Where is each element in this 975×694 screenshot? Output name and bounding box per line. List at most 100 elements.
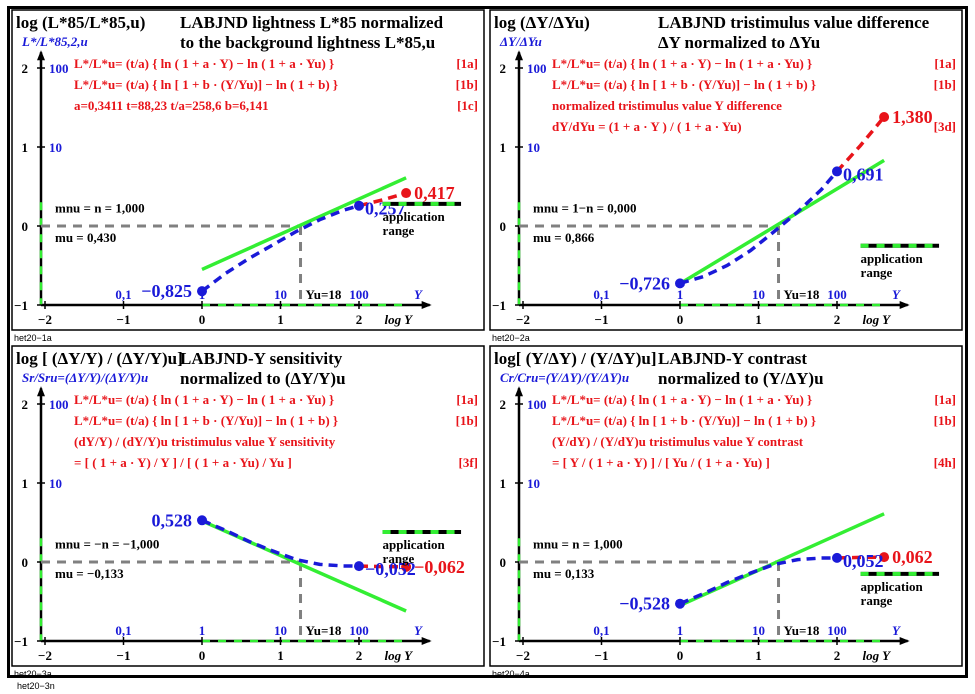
red-series-curve <box>358 191 407 208</box>
y-axis-arrow <box>515 50 523 61</box>
y-tick-label: 2 <box>500 61 507 76</box>
formula-text: L*/L*u= (t/a) { ln ( 1 + a · Y) − ln ( 1… <box>552 392 812 407</box>
y-tick-label: 0 <box>22 555 29 570</box>
panel-code: het20−2a <box>492 333 530 343</box>
x-y-symbol: Y <box>414 623 423 638</box>
x-tick-label: −1 <box>595 312 609 327</box>
y-label-main: log (ΔY/ΔYu) <box>494 13 590 32</box>
panel-title-line1: LABJND tristimulus value difference <box>658 13 930 32</box>
y-tick-label: −1 <box>14 634 28 649</box>
y-label-sub: Cr/Cru=(Y/ΔY)/(Y/ΔY)u <box>500 370 629 385</box>
x-log-tick-label: 10 <box>752 287 765 302</box>
end-point <box>879 111 890 122</box>
m-nu-label: mnu = n = 1,000 <box>533 537 623 552</box>
x-axis-label: log Y <box>862 312 891 327</box>
formula-ref: [1a] <box>456 392 478 407</box>
formula-ref: [3d] <box>934 119 956 134</box>
x-axis-arrow <box>899 301 910 309</box>
x-axis-arrow <box>899 637 910 645</box>
y-log-tick-label: 100 <box>49 61 69 76</box>
x-y-symbol: Y <box>414 287 423 302</box>
app-range-label: application <box>383 537 446 552</box>
blue-series-curve <box>679 170 839 286</box>
x-log-tick-label: 1 <box>199 623 206 638</box>
panel-title-line1: LABJND-Y contrast <box>658 349 807 368</box>
x-axis-label: log Y <box>862 648 891 663</box>
formula-text: L*/L*u= (t/a) { ln [ 1 + b · (Y/Yu)] − l… <box>552 77 816 92</box>
footer-code: het20−3n <box>17 681 55 691</box>
x-log-tick-label: 0,1 <box>115 623 131 638</box>
formula-text: L*/L*u= (t/a) { ln ( 1 + a · Y) − ln ( 1… <box>74 392 334 407</box>
x-tick-label: −2 <box>516 312 530 327</box>
blue-series-curve <box>200 204 360 293</box>
y-tick-label: 1 <box>22 140 29 155</box>
y-log-tick-label: 100 <box>527 397 547 412</box>
y-tick-label: 0 <box>500 555 507 570</box>
formula-ref: [4h] <box>934 455 956 470</box>
formula-ref: [1a] <box>934 56 956 71</box>
panel-code: het20−3a <box>14 669 52 679</box>
x-log-tick-label: 0,1 <box>115 287 131 302</box>
x-tick-label: −2 <box>38 312 52 327</box>
y-label-sub: L*/L*85,2,u <box>21 34 88 49</box>
x-tick-label: 2 <box>356 648 363 663</box>
mid-value-label: 0,052 <box>843 551 884 571</box>
x-log-tick-label: 100 <box>827 287 847 302</box>
x-tick-label: 0 <box>199 312 206 327</box>
formula-text: L*/L*u= (t/a) { ln ( 1 + a · Y) − ln ( 1… <box>552 56 812 71</box>
x-log-tick-label: 0,1 <box>593 623 609 638</box>
formula-text: L*/L*u= (t/a) { ln [ 1 + b · (Y/Yu)] − l… <box>74 413 338 428</box>
y-axis-arrow <box>515 386 523 397</box>
panel-title-line2: normalized to (ΔY/Y)u <box>180 369 346 388</box>
formula-ref: [1c] <box>457 98 478 113</box>
y-tick-label: −1 <box>492 634 506 649</box>
x-tick-label: −1 <box>117 312 131 327</box>
mid-point <box>354 200 364 211</box>
y-label-main: log[ (Y/ΔY) / (Y/ΔY)u] <box>494 349 657 368</box>
m-u-label: mu = −0,133 <box>55 566 124 581</box>
y-tick-label: 2 <box>500 397 507 412</box>
formula-text: dY/dYu = (1 + a · Y ) / ( 1 + a · Yu) <box>552 119 742 134</box>
y-log-tick-label: 100 <box>49 397 69 412</box>
end-value-label: 1,380 <box>892 107 933 127</box>
y-tick-label: 1 <box>22 476 29 491</box>
mid-point <box>832 552 842 563</box>
y-tick-label: 2 <box>22 61 29 76</box>
start-point <box>197 286 207 297</box>
end-value-label: 0,417 <box>414 183 455 203</box>
red-series-curve <box>836 555 885 560</box>
end-point <box>401 561 412 572</box>
x-tick-label: 0 <box>677 648 684 663</box>
panel-code: het20−4a <box>492 669 530 679</box>
x-y-symbol: Y <box>892 623 901 638</box>
formula-ref: [1b] <box>456 77 478 92</box>
end-value-label: 0,062 <box>892 547 933 567</box>
m-u-label: mu = 0,866 <box>533 230 595 245</box>
x-tick-label: 1 <box>755 312 762 327</box>
figure-frame <box>7 6 968 678</box>
green-series-line <box>201 176 407 272</box>
x-log-tick-label: 10 <box>274 287 287 302</box>
start-point <box>675 598 685 609</box>
y-log-tick-label: 10 <box>49 476 62 491</box>
m-nu-label: mnu = −n = −1,000 <box>55 537 159 552</box>
x-tick-label: −1 <box>595 648 609 663</box>
panel-border <box>489 9 963 331</box>
x-log-tick-label: 10 <box>274 623 287 638</box>
panel-border <box>11 9 485 331</box>
x-log-tick-label: 100 <box>349 287 369 302</box>
yu-label: Yu=18 <box>306 287 342 302</box>
green-series-line <box>679 158 886 286</box>
m-u-label: mu = 0,133 <box>533 566 595 581</box>
y-tick-label: 1 <box>500 476 507 491</box>
start-value-label: −0,825 <box>141 281 192 301</box>
start-value-label: 0,528 <box>152 510 193 530</box>
m-nu-label: mnu = n = 1,000 <box>55 201 145 216</box>
app-range-label: application <box>383 209 446 224</box>
y-label-main: log (L*85/L*85,u) <box>16 13 145 32</box>
start-point <box>197 515 207 526</box>
